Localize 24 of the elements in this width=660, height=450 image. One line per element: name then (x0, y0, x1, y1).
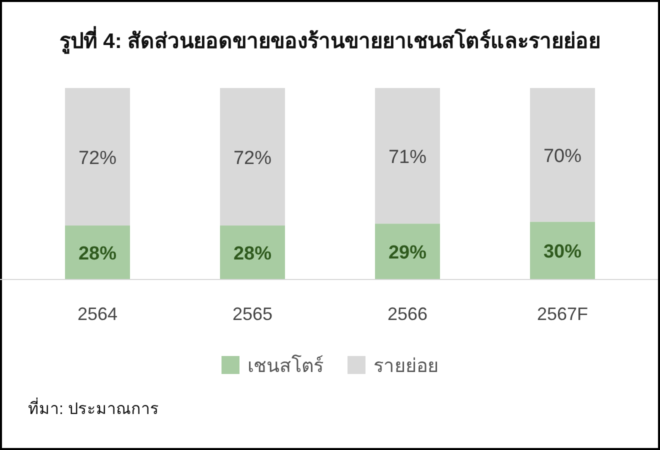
legend-label: เชนสโตร์ (248, 354, 324, 377)
bar (375, 88, 440, 224)
data-label: 28% (78, 243, 117, 264)
bar (220, 226, 285, 279)
data-label: 72% (78, 148, 117, 169)
x-tick-label: 2567F (536, 304, 588, 324)
data-label: 28% (233, 243, 272, 264)
legend-label: รายย่อย (374, 356, 438, 377)
x-tick-label: 2566 (387, 304, 428, 324)
x-tick-label: 2565 (232, 304, 273, 324)
data-label: 29% (388, 242, 427, 264)
data-label: 30% (543, 241, 582, 262)
bar (375, 224, 440, 279)
x-tick-label: 2564 (77, 304, 118, 324)
chart-title: รูปที่ 4: สัดส่วนยอดขายของร้านขายยาเชนสโตร์และรายย่อย (59, 25, 601, 55)
data-label: 71% (388, 146, 427, 168)
bar (220, 88, 285, 226)
text: ที่มา: ประมาณการ (28, 397, 159, 418)
bar (65, 226, 130, 279)
bar (530, 88, 595, 222)
bar (530, 222, 595, 279)
data-label: 70% (543, 146, 582, 167)
data-label: 72% (233, 148, 272, 169)
bar (65, 88, 130, 226)
